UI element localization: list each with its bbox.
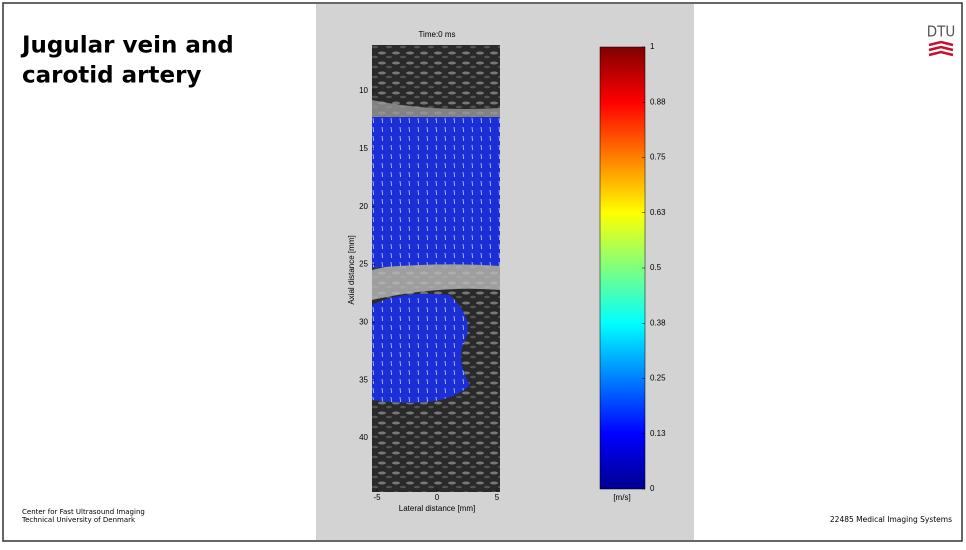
- y-tick-label: 10: [359, 86, 368, 95]
- colorbar-tick-label: 0.38: [650, 318, 666, 327]
- colorbar-tick-label: 1: [650, 42, 655, 51]
- x-tick-label: 5: [495, 493, 500, 502]
- colorbar-tick-label: 0.63: [650, 208, 666, 217]
- ultrasound-image: [372, 45, 500, 492]
- colorbar-tick-label: 0.25: [650, 374, 666, 383]
- slide-title-1: Jugular vein and: [20, 33, 234, 59]
- colorbar-tick-label: 0.75: [650, 153, 666, 162]
- y-tick-label: 30: [359, 317, 368, 326]
- y-tick-label: 20: [359, 202, 368, 211]
- footer-left: Technical University of Denmark: [21, 516, 136, 524]
- logo: DTU: [927, 23, 956, 57]
- y-tick-label: 40: [359, 433, 368, 442]
- y-tick-label: 15: [359, 144, 368, 153]
- logo-text: DTU: [927, 23, 956, 41]
- x-tick-label: 0: [435, 493, 440, 502]
- colorbar-tick-label: 0.88: [650, 97, 666, 106]
- slide-title-2: carotid artery: [22, 63, 201, 89]
- y-axis-label: Axial distance [mm]: [347, 235, 356, 304]
- colorbar: [599, 46, 646, 490]
- y-tick-label: 25: [359, 260, 368, 269]
- colorbar-tick-label: 0.13: [650, 429, 666, 438]
- y-tick-label: 35: [359, 375, 368, 384]
- x-tick-label: -5: [373, 493, 381, 502]
- figure-title: Time:0 ms: [418, 30, 455, 39]
- x-axis-label: Lateral distance [mm]: [399, 504, 475, 513]
- colorbar-tick-label: 0: [650, 484, 655, 493]
- colorbar-tick-label: 0.5: [650, 263, 662, 272]
- colorbar-unit: [m/s]: [613, 493, 630, 502]
- figure: Time:0 ms Axial distance [mm] Lateral di…: [347, 30, 666, 513]
- footer-right: 22485 Medical Imaging Systems: [830, 515, 952, 524]
- footer-left: Center for Fast Ultrasound Imaging: [22, 508, 145, 516]
